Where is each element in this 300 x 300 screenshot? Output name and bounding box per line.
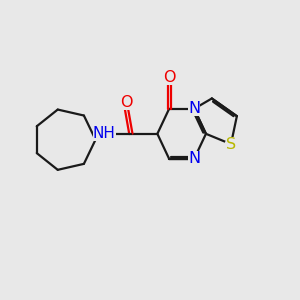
Text: S: S (226, 136, 236, 152)
Text: O: O (120, 95, 133, 110)
Text: NH: NH (93, 126, 116, 141)
Text: N: N (188, 151, 200, 166)
Text: O: O (163, 70, 175, 85)
Text: N: N (188, 101, 200, 116)
